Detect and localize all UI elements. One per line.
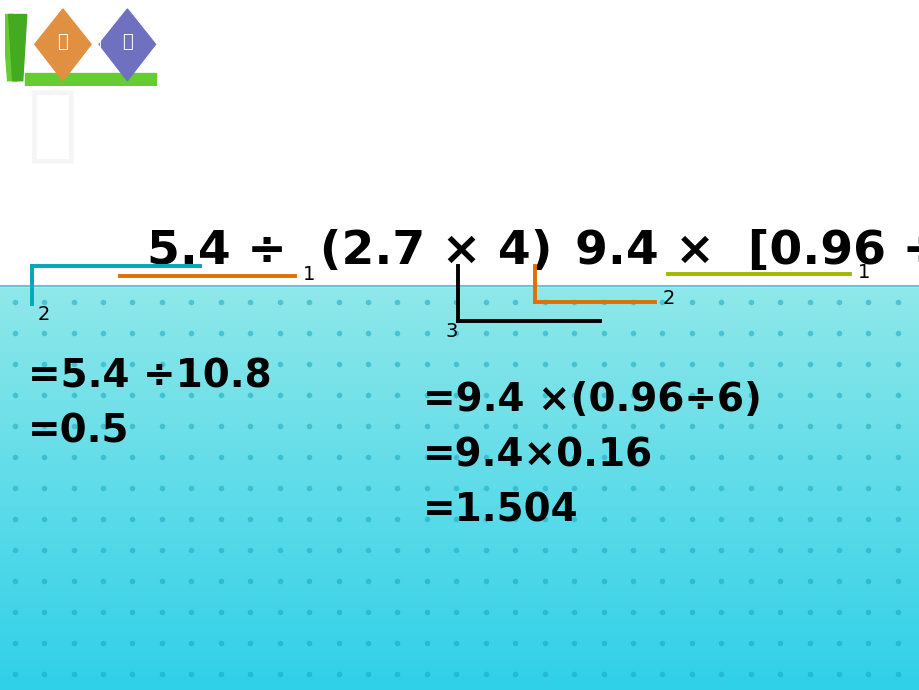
Bar [0, 286, 919, 295]
Text: 🪁: 🪁 [28, 85, 78, 166]
Bar [0, 286, 919, 690]
Bar [0, 640, 919, 650]
Bar [0, 317, 919, 327]
Bar [0, 447, 919, 456]
Bar [0, 600, 919, 609]
Bar [0, 366, 919, 375]
Bar [0, 471, 919, 480]
Bar [0, 406, 919, 415]
Bar [0, 633, 919, 642]
Bar [0, 398, 919, 407]
Bar [0, 609, 919, 618]
Text: =9.4 ×(0.96÷6): =9.4 ×(0.96÷6) [423, 381, 761, 420]
Text: 2: 2 [663, 289, 675, 308]
Bar [0, 503, 919, 513]
Bar [0, 552, 919, 561]
Bar [0, 520, 919, 529]
Bar [0, 535, 919, 544]
Bar [0, 0, 919, 286]
Text: 9.4 ×  [0.96 ÷  (5.4 ÷ 0.9)]: 9.4 × [0.96 ÷ (5.4 ÷ 0.9)] [574, 229, 919, 275]
Bar [0, 576, 919, 585]
Text: 2: 2 [38, 306, 51, 324]
Bar [25, 73, 155, 86]
Bar [0, 374, 919, 383]
Bar [0, 334, 919, 343]
Bar [0, 495, 919, 504]
Text: 1: 1 [857, 264, 869, 282]
Text: =9.4×0.16: =9.4×0.16 [423, 436, 652, 475]
Text: 1: 1 [302, 266, 315, 284]
Bar [0, 584, 919, 593]
Bar [0, 487, 919, 496]
Polygon shape [35, 9, 91, 81]
Bar [0, 657, 919, 666]
Bar [0, 310, 919, 319]
Bar [0, 431, 919, 440]
Bar [0, 422, 919, 432]
Bar [0, 544, 919, 553]
Text: =1.504: =1.504 [423, 491, 578, 530]
Bar [0, 293, 919, 302]
Bar [0, 673, 919, 682]
Bar [0, 592, 919, 601]
Bar [0, 560, 919, 569]
Bar [0, 568, 919, 577]
Text: 5.4 ÷  (2.7 × 4): 5.4 ÷ (2.7 × 4) [147, 229, 552, 275]
Polygon shape [8, 14, 27, 81]
Bar [0, 342, 919, 351]
Bar [0, 350, 919, 359]
Bar [0, 511, 919, 520]
Bar [0, 664, 919, 674]
Bar [0, 681, 919, 690]
Text: 试: 试 [58, 33, 68, 51]
Bar [0, 391, 919, 400]
Bar [0, 649, 919, 658]
Bar [0, 382, 919, 391]
Text: =5.4 ÷10.8: =5.4 ÷10.8 [28, 357, 271, 395]
Bar [0, 415, 919, 424]
Text: 3: 3 [446, 322, 458, 342]
Bar [0, 302, 919, 310]
Polygon shape [3, 14, 17, 81]
Bar [0, 463, 919, 472]
Bar [0, 439, 919, 448]
Bar [0, 528, 919, 537]
Text: 试: 试 [122, 33, 132, 51]
Text: =0.5: =0.5 [28, 412, 129, 451]
Text: 一: 一 [90, 33, 100, 51]
Polygon shape [99, 9, 155, 81]
Bar [0, 358, 919, 367]
Bar [0, 616, 919, 625]
Bar [0, 624, 919, 633]
Bar [0, 479, 919, 489]
Bar [0, 455, 919, 464]
Bar [0, 326, 919, 335]
